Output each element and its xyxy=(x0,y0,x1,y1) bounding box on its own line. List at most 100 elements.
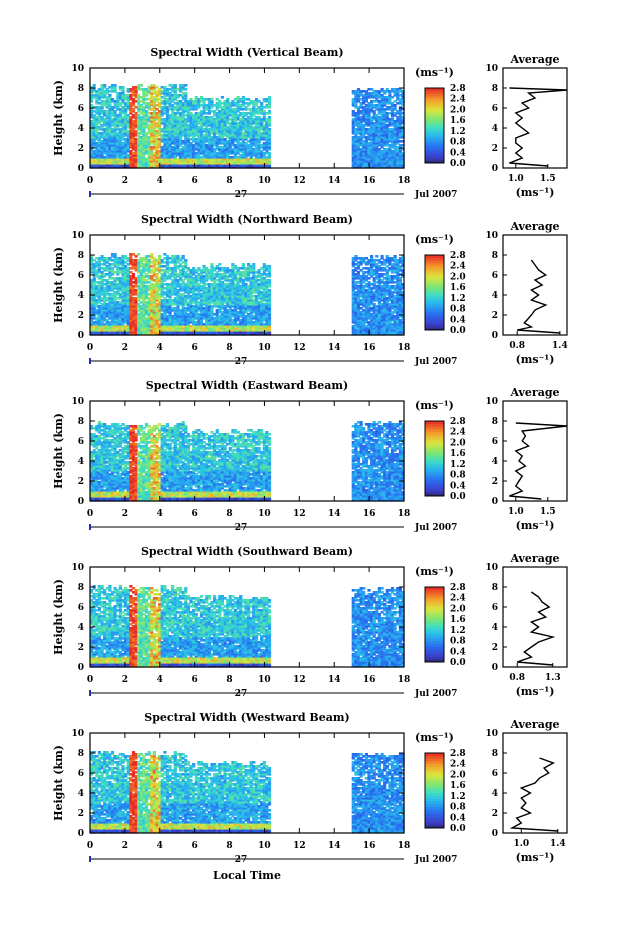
heatmap-cell xyxy=(95,134,99,137)
heatmap-cell xyxy=(108,100,112,103)
heatmap-cell xyxy=(375,122,379,125)
heatmap-cell xyxy=(105,315,109,318)
heatmap-cell xyxy=(121,144,125,147)
heatmap-cell xyxy=(199,96,204,99)
heatmap-cell xyxy=(116,118,120,121)
heatmap-cell xyxy=(233,130,238,133)
heatmap-cell xyxy=(108,116,112,119)
heatmap-cell xyxy=(126,90,130,93)
heatmap-cell xyxy=(97,120,101,123)
heatmap-cell xyxy=(383,144,387,147)
heatmap-cell xyxy=(197,122,201,125)
heatmap-cell xyxy=(100,271,104,274)
heatmap-cell xyxy=(126,285,130,288)
heatmap-cell xyxy=(137,315,141,318)
heatmap-cell xyxy=(377,128,381,131)
heatmap-cell xyxy=(176,110,180,113)
heatmap-cell xyxy=(398,146,402,149)
heatmap-cell xyxy=(205,106,209,109)
heatmap-cell xyxy=(380,130,384,133)
heatmap-cell xyxy=(168,140,172,143)
heatmap-cell xyxy=(385,166,389,169)
heatmap-cell xyxy=(131,162,136,165)
heatmap-cell xyxy=(131,152,136,155)
heatmap-cell xyxy=(231,118,235,121)
heatmap-cell xyxy=(165,166,170,169)
heatmap-cell xyxy=(95,325,99,328)
heatmap-cell xyxy=(231,108,235,111)
heatmap-cell xyxy=(121,96,125,99)
heatmap-cell xyxy=(113,128,117,131)
heatmap-cell xyxy=(186,102,190,105)
heatmap-cell xyxy=(158,116,162,119)
heatmap-cell xyxy=(110,160,115,163)
heatmap-cell xyxy=(194,108,198,111)
heatmap-cell xyxy=(97,102,101,105)
heatmap-cell xyxy=(152,152,156,155)
heatmap-cell xyxy=(124,265,128,268)
heatmap-cell xyxy=(194,126,198,129)
heatmap-cell xyxy=(126,114,130,117)
heatmap-cell xyxy=(97,156,101,159)
heatmap-cell xyxy=(108,90,112,93)
heatmap-cell xyxy=(186,158,190,161)
heatmap-cell xyxy=(126,269,130,272)
heatmap-cell xyxy=(158,106,162,109)
heatmap-cell xyxy=(97,114,101,117)
heatmap-cell xyxy=(150,150,154,153)
heatmap-cell xyxy=(370,166,374,169)
colorbar-step xyxy=(425,144,444,148)
heatmap-cell xyxy=(233,166,238,169)
heatmap-cell xyxy=(110,271,115,274)
heatmap-cell xyxy=(100,311,104,314)
heatmap-cell xyxy=(97,317,101,320)
heatmap-cell xyxy=(139,142,143,145)
heatmap-cell xyxy=(92,142,96,145)
heatmap-cell xyxy=(90,295,94,298)
heatmap-cell xyxy=(105,158,109,161)
heatmap-cell xyxy=(90,319,94,322)
heatmap-cell xyxy=(116,267,120,270)
heatmap-cell xyxy=(124,261,128,264)
heatmap-cell xyxy=(137,271,141,274)
heatmap-cell xyxy=(184,120,188,123)
heatmap-cell xyxy=(124,102,128,105)
heatmap-cell xyxy=(121,325,125,328)
heatmap-cell xyxy=(131,309,136,312)
heatmap-cell xyxy=(105,329,109,332)
heatmap-cell xyxy=(364,140,368,143)
heatmap-cell xyxy=(134,100,138,103)
heatmap-cell xyxy=(131,102,136,105)
heatmap-cell xyxy=(160,148,164,151)
heatmap-cell xyxy=(194,144,198,147)
heatmap-cell xyxy=(129,162,133,165)
heatmap-cell xyxy=(95,124,99,127)
heatmap-cell xyxy=(95,164,99,167)
heatmap-cell xyxy=(118,144,122,147)
heatmap-cell xyxy=(158,90,162,93)
heatmap-cell xyxy=(131,164,136,167)
heatmap-cell xyxy=(181,128,185,131)
heatmap-cell xyxy=(244,150,248,153)
heatmap-cell xyxy=(359,152,363,155)
x-tick-label: 10 xyxy=(258,176,271,186)
heatmap-cell xyxy=(228,164,232,167)
heatmap-cell xyxy=(121,94,125,97)
heatmap-cell xyxy=(158,134,162,137)
heatmap-cell xyxy=(189,118,193,121)
heatmap-cell xyxy=(134,90,138,93)
heatmap-cell xyxy=(124,150,128,153)
heatmap-cell xyxy=(239,100,243,103)
heatmap-cell xyxy=(155,124,159,127)
heatmap-cell xyxy=(121,317,125,320)
heatmap-cell xyxy=(215,142,219,145)
colorbar-step xyxy=(425,88,444,92)
heatmap-cell xyxy=(113,154,117,157)
heatmap-cell xyxy=(239,142,243,145)
heatmap-cell xyxy=(100,283,104,286)
colorbar-step xyxy=(425,96,444,100)
heatmap-cell xyxy=(249,166,253,169)
heatmap-cell xyxy=(97,126,101,129)
heatmap-cell xyxy=(233,122,238,125)
heatmap-cell xyxy=(393,164,397,167)
